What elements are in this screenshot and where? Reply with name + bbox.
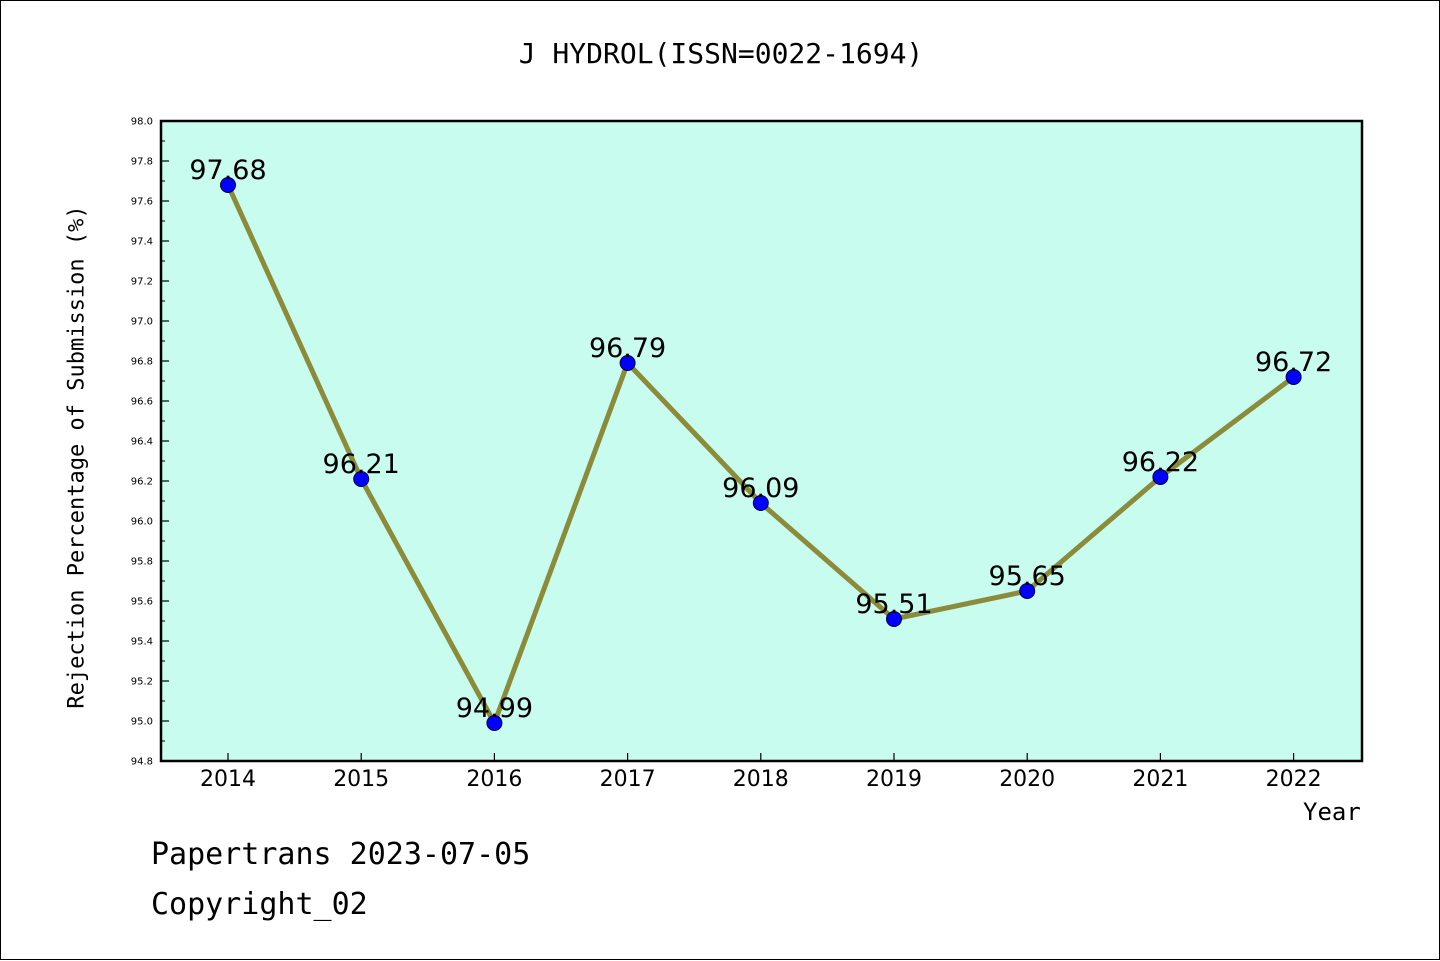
y-tick-label: 97.0	[131, 317, 153, 328]
x-tick-label: 2019	[866, 767, 922, 792]
y-tick-label: 95.2	[131, 677, 153, 688]
x-tick-label: 2015	[333, 767, 389, 792]
data-label: 95.65	[989, 561, 1066, 592]
data-point	[1285, 369, 1302, 385]
y-tick-label: 98.0	[131, 117, 153, 128]
data-label-layer: 97.68 96.21 94.99 96.79 96.09 95.51 95.65 96.22…	[189, 155, 1332, 724]
x-tick-label: 2020	[999, 767, 1055, 792]
x-tick-label: 2021	[1132, 767, 1188, 792]
x-tick-label: 2017	[600, 767, 656, 792]
data-label: 95.51	[855, 589, 932, 620]
x-tick-label: 2022	[1266, 767, 1322, 792]
x-axis-title: Year	[1303, 798, 1361, 826]
x-axis: 2014 2015 2016 2017 2018 2019 2020 2021 2022	[200, 753, 1322, 792]
x-tick-label: 2016	[466, 767, 522, 792]
data-point	[353, 471, 370, 487]
data-point	[752, 495, 769, 511]
footer-copyright: Copyright_02	[151, 887, 368, 922]
data-point	[1019, 583, 1036, 599]
y-tick-label: 95.4	[131, 637, 153, 648]
y-tick-label: 97.8	[131, 157, 153, 168]
y-tick-label: 96.8	[131, 357, 153, 368]
data-label: 96.79	[589, 333, 666, 364]
x-tick-label: 2018	[733, 767, 789, 792]
data-point	[1152, 469, 1169, 485]
footer-date: Papertrans 2023-07-05	[151, 837, 531, 872]
data-label: 96.21	[323, 449, 400, 480]
y-tick-label: 96.2	[131, 477, 153, 488]
y-tick-label: 95.0	[131, 717, 153, 728]
y-tick-label: 96.0	[131, 517, 153, 528]
plot-area	[159, 119, 1364, 763]
chart-title: J HYDROL(ISSN=0022-1694)	[518, 37, 924, 70]
data-label: 97.68	[189, 155, 266, 186]
y-tick-label: 95.6	[131, 597, 153, 608]
data-point	[886, 611, 902, 627]
data-point	[220, 177, 236, 193]
data-point	[619, 355, 636, 371]
data-label: 96.72	[1255, 347, 1332, 378]
series-layer	[220, 177, 1302, 731]
y-tick-label: 96.6	[131, 397, 153, 408]
y-tick-label: 97.6	[131, 197, 153, 208]
data-point	[486, 715, 503, 731]
y-tick-label: 97.4	[131, 237, 153, 248]
y-axis: 94.8 95.0 95.2 95.4 95.6 95.8 96.0 96.2 96.4 96.6…	[131, 117, 169, 768]
data-label: 96.09	[722, 473, 799, 504]
y-tick-label: 95.8	[131, 557, 153, 568]
data-label: 96.22	[1122, 447, 1199, 478]
x-tick-label: 2014	[200, 767, 256, 792]
y-tick-label: 97.2	[131, 277, 153, 288]
y-tick-label: 96.4	[131, 437, 153, 448]
y-tick-label: 94.8	[131, 757, 153, 768]
data-label: 94.99	[456, 693, 533, 724]
